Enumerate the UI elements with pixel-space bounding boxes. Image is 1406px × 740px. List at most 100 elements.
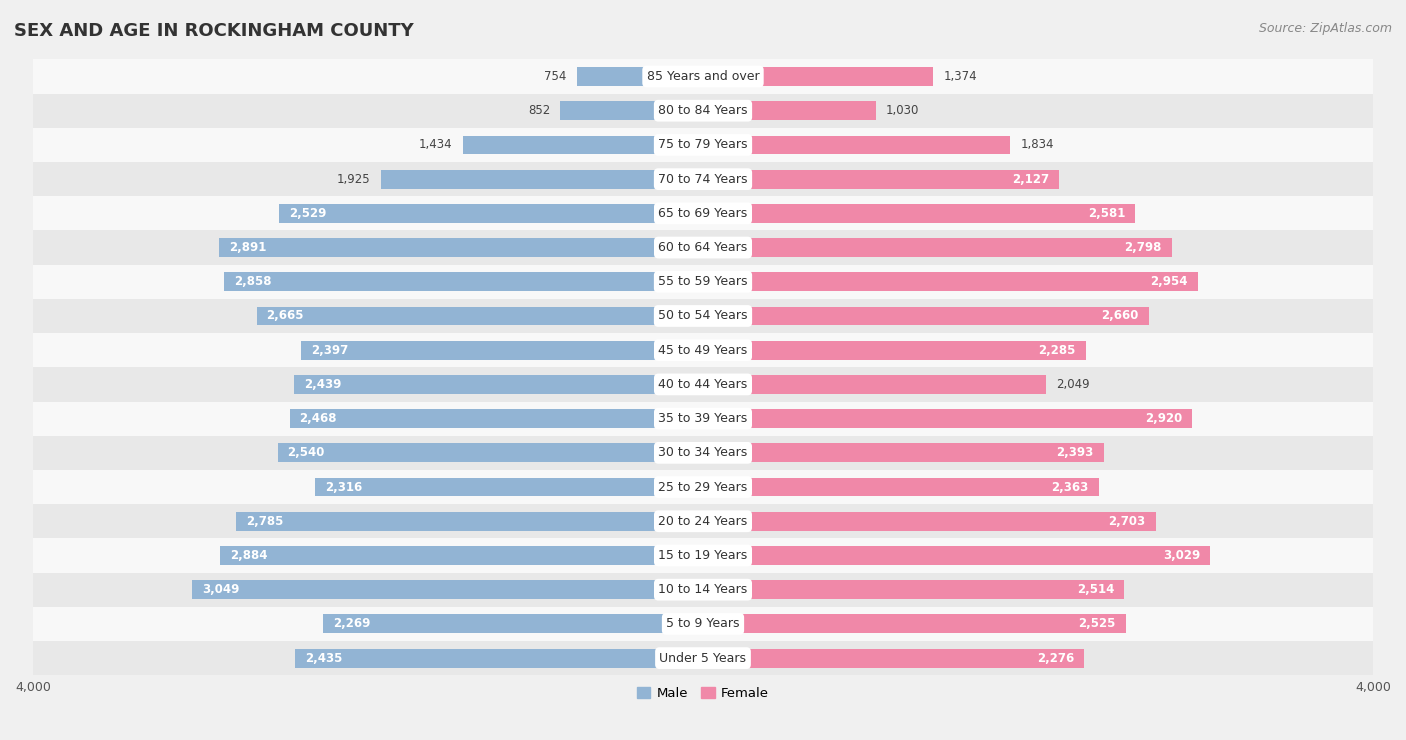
Text: 3,029: 3,029 — [1163, 549, 1201, 562]
Bar — [315, 477, 703, 497]
Bar — [703, 135, 1011, 155]
Bar — [32, 436, 1374, 470]
Text: 15 to 19 Years: 15 to 19 Years — [658, 549, 748, 562]
Text: 35 to 39 Years: 35 to 39 Years — [658, 412, 748, 425]
Text: 1,925: 1,925 — [337, 172, 371, 186]
Bar — [32, 230, 1374, 265]
Text: Source: ZipAtlas.com: Source: ZipAtlas.com — [1258, 22, 1392, 36]
Bar — [703, 443, 1104, 462]
Text: 2,660: 2,660 — [1101, 309, 1139, 323]
Text: 754: 754 — [544, 70, 567, 83]
Bar — [32, 299, 1374, 333]
Text: 2,393: 2,393 — [1056, 446, 1094, 460]
Bar — [32, 196, 1374, 230]
Text: 1,834: 1,834 — [1021, 138, 1053, 152]
Text: 2,397: 2,397 — [312, 343, 349, 357]
Text: 25 to 29 Years: 25 to 29 Years — [658, 480, 748, 494]
Bar — [703, 341, 1085, 360]
Bar — [256, 306, 703, 326]
Text: 75 to 79 Years: 75 to 79 Years — [658, 138, 748, 152]
Bar — [294, 375, 703, 394]
Bar — [703, 580, 1125, 599]
Text: 2,435: 2,435 — [305, 652, 343, 665]
Legend: Male, Female: Male, Female — [631, 682, 775, 705]
Bar — [32, 367, 1374, 402]
Text: 2,049: 2,049 — [1056, 378, 1090, 391]
Text: 2,439: 2,439 — [305, 378, 342, 391]
Text: 10 to 14 Years: 10 to 14 Years — [658, 583, 748, 596]
Bar — [703, 101, 876, 120]
Text: 3,049: 3,049 — [202, 583, 239, 596]
Bar — [703, 512, 1156, 531]
Text: 2,468: 2,468 — [299, 412, 337, 425]
Text: 2,703: 2,703 — [1108, 515, 1146, 528]
Text: 2,920: 2,920 — [1144, 412, 1182, 425]
Text: 2,525: 2,525 — [1078, 617, 1116, 630]
Bar — [295, 649, 703, 667]
Bar — [703, 272, 1198, 291]
Text: 852: 852 — [529, 104, 550, 117]
Text: 20 to 24 Years: 20 to 24 Years — [658, 515, 748, 528]
Bar — [32, 94, 1374, 128]
Bar — [703, 169, 1059, 189]
Text: 2,276: 2,276 — [1038, 652, 1074, 665]
Text: 2,798: 2,798 — [1125, 241, 1161, 254]
Bar — [703, 204, 1136, 223]
Bar — [224, 272, 703, 291]
Text: 45 to 49 Years: 45 to 49 Years — [658, 343, 748, 357]
Text: 40 to 44 Years: 40 to 44 Years — [658, 378, 748, 391]
Bar — [576, 67, 703, 86]
Bar — [32, 402, 1374, 436]
Text: 2,891: 2,891 — [229, 241, 266, 254]
Text: 2,363: 2,363 — [1052, 480, 1088, 494]
Text: 2,514: 2,514 — [1077, 583, 1114, 596]
Text: 2,884: 2,884 — [231, 549, 267, 562]
Text: 30 to 34 Years: 30 to 34 Years — [658, 446, 748, 460]
Text: 2,785: 2,785 — [246, 515, 284, 528]
Text: 1,374: 1,374 — [943, 70, 977, 83]
Bar — [32, 128, 1374, 162]
Text: 85 Years and over: 85 Years and over — [647, 70, 759, 83]
Text: 2,581: 2,581 — [1088, 207, 1125, 220]
Text: 2,529: 2,529 — [290, 207, 326, 220]
Bar — [703, 375, 1046, 394]
Bar — [32, 504, 1374, 539]
Bar — [703, 477, 1099, 497]
Text: 2,316: 2,316 — [325, 480, 363, 494]
Bar — [32, 333, 1374, 367]
Bar — [703, 649, 1084, 667]
Bar — [32, 539, 1374, 573]
Bar — [280, 204, 703, 223]
Bar — [703, 238, 1171, 257]
Text: 2,665: 2,665 — [267, 309, 304, 323]
Text: 60 to 64 Years: 60 to 64 Years — [658, 241, 748, 254]
Text: 2,127: 2,127 — [1012, 172, 1049, 186]
Bar — [290, 409, 703, 428]
Bar — [301, 341, 703, 360]
Text: 2,269: 2,269 — [333, 617, 370, 630]
Bar — [32, 265, 1374, 299]
Bar — [32, 641, 1374, 675]
Bar — [323, 614, 703, 633]
Bar — [32, 59, 1374, 94]
Bar — [703, 67, 934, 86]
Bar — [703, 306, 1149, 326]
Text: 1,434: 1,434 — [419, 138, 453, 152]
Bar — [277, 443, 703, 462]
Text: 80 to 84 Years: 80 to 84 Years — [658, 104, 748, 117]
Text: 55 to 59 Years: 55 to 59 Years — [658, 275, 748, 289]
Text: 2,858: 2,858 — [235, 275, 271, 289]
Bar — [32, 470, 1374, 504]
Text: 50 to 54 Years: 50 to 54 Years — [658, 309, 748, 323]
Bar — [236, 512, 703, 531]
Text: 2,285: 2,285 — [1039, 343, 1076, 357]
Bar — [560, 101, 703, 120]
Bar — [381, 169, 703, 189]
Bar — [32, 573, 1374, 607]
Bar — [703, 614, 1126, 633]
Text: 70 to 74 Years: 70 to 74 Years — [658, 172, 748, 186]
Text: SEX AND AGE IN ROCKINGHAM COUNTY: SEX AND AGE IN ROCKINGHAM COUNTY — [14, 22, 413, 40]
Bar — [193, 580, 703, 599]
Bar — [32, 607, 1374, 641]
Text: 2,540: 2,540 — [288, 446, 325, 460]
